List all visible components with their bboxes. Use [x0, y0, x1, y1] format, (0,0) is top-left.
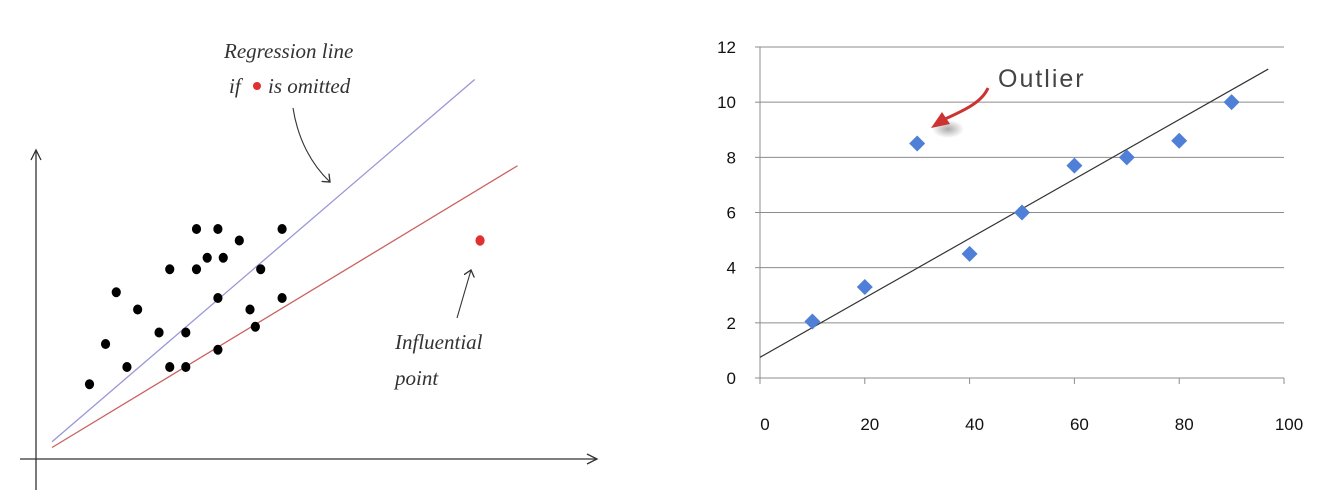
- data-point-diamond: [1066, 157, 1083, 174]
- data-point-diamond: [856, 278, 873, 295]
- y-tick-label: 4: [727, 259, 736, 278]
- x-tick-label: 40: [965, 415, 984, 434]
- x-tick-label: 100: [1275, 415, 1303, 434]
- data-point: [165, 264, 175, 275]
- y-tick-label: 10: [717, 93, 736, 112]
- data-point: [202, 252, 212, 263]
- influential-point: [475, 235, 485, 246]
- data-point: [277, 293, 287, 303]
- y-tick-label: 6: [727, 204, 736, 223]
- data-point-diamond: [1171, 132, 1188, 149]
- data-point: [84, 379, 95, 390]
- data-point: [181, 362, 191, 372]
- outlier-arrow-shaft: [944, 87, 990, 121]
- data-point: [122, 362, 132, 372]
- trend-line: [759, 68, 1269, 358]
- data-point: [181, 327, 191, 338]
- outlier-label: Outlier: [998, 65, 1086, 93]
- data-point: [111, 287, 121, 298]
- x-tick-label: 20: [860, 415, 879, 434]
- regression-line-without-influential: [51, 79, 476, 443]
- data-point: [165, 362, 175, 372]
- data-point-diamond: [804, 313, 821, 330]
- data-point-diamond: [909, 135, 926, 152]
- outlier-arrow-head: [931, 112, 950, 128]
- outlier-chart: 0 2 4 6 8 10 12 0 20 40 60 80 100 Outlier: [717, 38, 1303, 434]
- data-point-diamond: [1014, 204, 1030, 221]
- x-tick-label: 0: [760, 415, 769, 434]
- y-axis-arrowhead: [30, 148, 42, 161]
- regression-line-with-influential: [51, 165, 518, 449]
- data-point: [133, 304, 143, 315]
- data-point: [154, 327, 164, 338]
- data-point: [250, 321, 260, 332]
- influence-chart: Regression line if is omitted Influentia…: [20, 39, 599, 490]
- x-tick-label: 60: [1070, 415, 1089, 434]
- data-point-diamond: [1223, 94, 1240, 111]
- regression-label-line1: Regression line: [223, 39, 353, 63]
- y-tick-label: 0: [727, 369, 736, 388]
- x-tick-label: 80: [1175, 415, 1194, 434]
- x-axis-arrowhead: [586, 453, 599, 465]
- data-point: [245, 304, 255, 315]
- data-point-diamond: [1118, 149, 1135, 166]
- influential-label-line2: point: [393, 366, 439, 390]
- data-point: [213, 293, 223, 303]
- data-point: [191, 224, 202, 234]
- influential-label-line1: Influential: [394, 330, 483, 354]
- regression-label-omitted: is omitted: [268, 74, 351, 98]
- regression-label-dot: [253, 82, 261, 90]
- data-point: [277, 224, 287, 234]
- data-point-diamond: [961, 245, 978, 262]
- data-point: [234, 235, 244, 246]
- data-point: [213, 344, 223, 355]
- data-point: [213, 224, 223, 234]
- data-point: [218, 252, 228, 263]
- y-tick-label: 12: [717, 38, 736, 57]
- data-point: [100, 339, 111, 349]
- regression-label-arrow: [292, 107, 330, 182]
- data-point: [191, 264, 202, 275]
- regression-label-if: if: [229, 74, 244, 98]
- y-tick-label: 2: [727, 314, 736, 333]
- y-tick-label: 8: [727, 148, 736, 167]
- influential-label-arrow: [456, 270, 471, 319]
- data-point: [256, 264, 266, 275]
